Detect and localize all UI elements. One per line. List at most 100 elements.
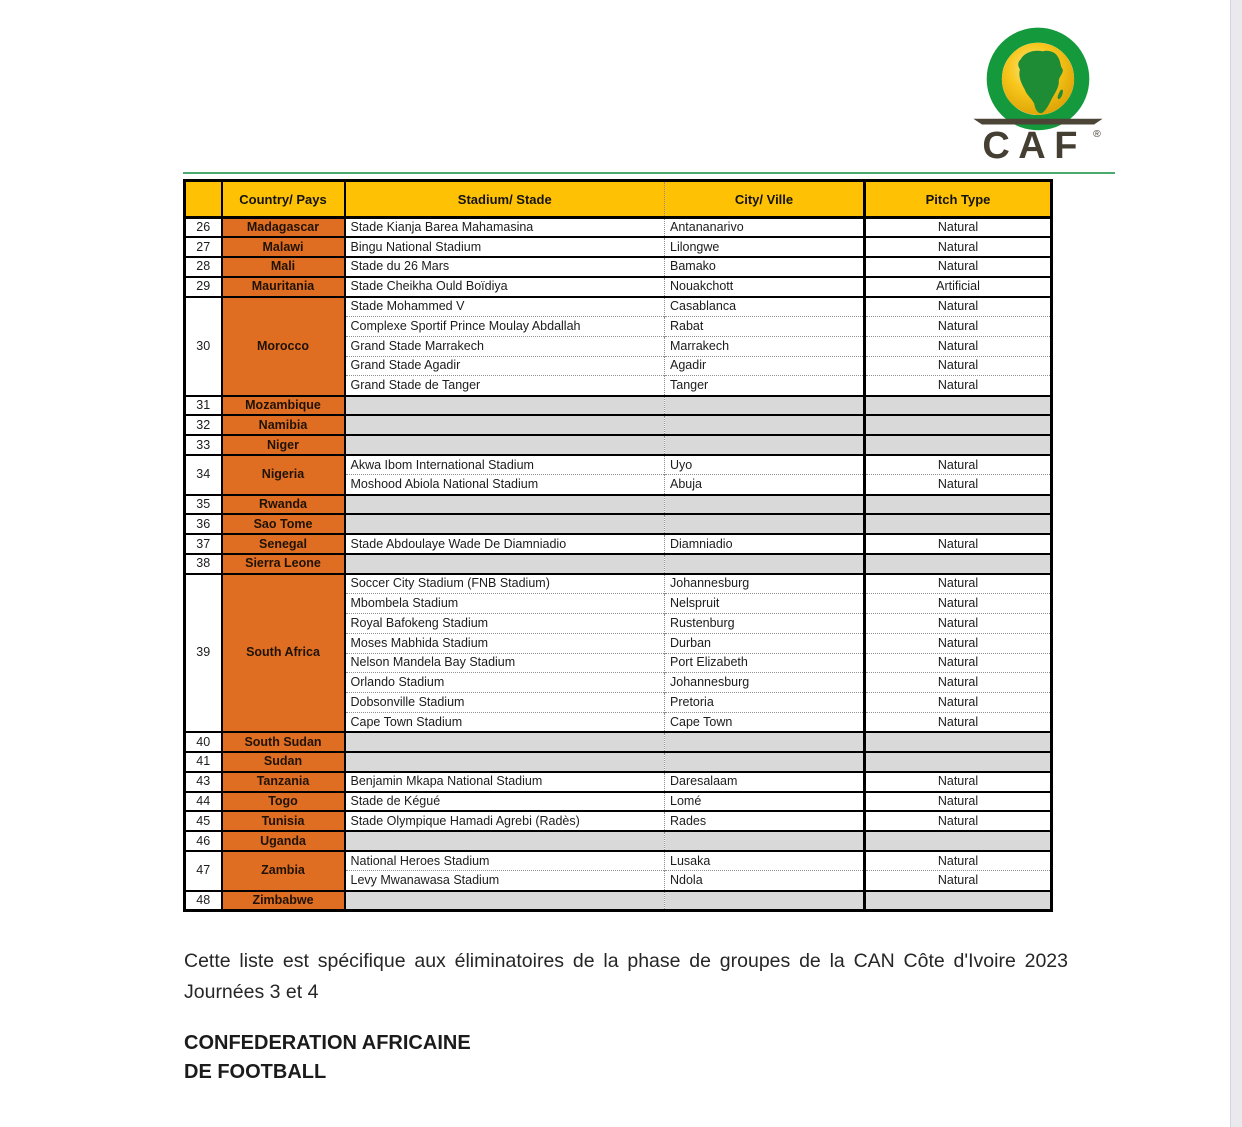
city-cell: Ndola	[664, 870, 866, 891]
pitch-cell	[864, 830, 1052, 851]
table-header-row: Country/ Pays Stadium/ Stade City/ Ville…	[184, 180, 1052, 219]
row-number-cell: 38	[184, 553, 223, 574]
table-row: 48 Zimbabwe	[184, 889, 1052, 911]
table-row: Dobsonville Stadium Pretoria Natural	[185, 692, 1052, 713]
stadium-cell: Mbombela Stadium	[344, 593, 665, 614]
country-cell: Namibia	[221, 414, 346, 436]
city-cell: Marrakech	[664, 335, 866, 357]
footnote-text: Cette liste est spécifique aux éliminato…	[184, 950, 1068, 1003]
stadium-cell: Benjamin Mkapa National Stadium	[344, 770, 665, 792]
stadium-cell	[344, 394, 665, 416]
table-row: 35 Rwanda	[184, 493, 1052, 515]
stadium-cell: Stade Cheikha Ould Boïdiya	[344, 275, 665, 297]
row-number-cell: 34	[184, 454, 223, 495]
country-cell: Rwanda	[221, 493, 346, 515]
table-row: Orlando Stadium Johannesburg Natural	[185, 672, 1052, 693]
country-cell: Nigeria	[221, 454, 346, 495]
country-cell: Senegal	[221, 533, 346, 555]
pitch-cell: Artificial	[864, 275, 1052, 297]
row-number-cell: 27	[184, 236, 223, 258]
madagascar-island	[1057, 89, 1063, 100]
city-cell: Lusaka	[664, 850, 866, 871]
africa-continent	[1018, 50, 1063, 114]
country-cell: Zambia	[221, 850, 346, 891]
city-cell: Casablanca	[664, 295, 866, 317]
caf-logo-text: CAF	[982, 125, 1086, 167]
city-cell: Rades	[664, 810, 866, 832]
header-country: Country/ Pays	[221, 180, 346, 219]
organization-name: CONFEDERATION AFRICAINE DE FOOTBALL	[184, 1029, 471, 1087]
header-stadium: Stadium/ Stade	[344, 180, 665, 219]
city-cell: Uyo	[664, 454, 866, 475]
city-cell: Tanger	[664, 375, 866, 396]
row-number-cell: 40	[184, 731, 223, 753]
table-row: Royal Bafokeng Stadium Rustenburg Natural	[185, 612, 1052, 634]
city-cell: Agadir	[664, 355, 866, 376]
country-cell: Tunisia	[221, 810, 346, 832]
city-cell: Durban	[664, 632, 866, 654]
city-cell	[664, 731, 866, 753]
pitch-cell	[864, 493, 1052, 515]
table-row: 46 Uganda	[184, 830, 1052, 851]
caf-logo: CAF ®	[907, 0, 1169, 210]
stadium-cell	[344, 830, 665, 851]
city-cell	[664, 751, 866, 772]
stadium-cell	[344, 553, 665, 574]
table-row: 29 Mauritania Stade Cheikha Ould Boïdiya No…	[184, 275, 1052, 297]
table-body: 26 Madagascar Stade Kianja Barea Mahamasin…	[184, 216, 1052, 911]
table-row: 37 Senegal Stade Abdoulaye Wade De Diamnia…	[184, 533, 1052, 555]
row-number-cell: 29	[184, 275, 223, 297]
city-cell	[664, 493, 866, 515]
table-row: 36 Sao Tome	[184, 513, 1052, 535]
pitch-cell: Natural	[864, 474, 1052, 495]
logo-base-bar	[973, 118, 1103, 125]
pitch-cell	[864, 889, 1052, 911]
city-cell: Daresalaam	[664, 770, 866, 792]
city-cell	[664, 830, 866, 851]
country-cell: South Sudan	[221, 731, 346, 753]
city-cell	[664, 434, 866, 456]
row-number-cell: 32	[184, 414, 223, 436]
pitch-cell: Natural	[864, 593, 1052, 614]
country-cell: Sao Tome	[221, 513, 346, 535]
country-cell: Sierra Leone	[221, 553, 346, 574]
pitch-cell: Natural	[864, 295, 1052, 317]
row-number-cell: 36	[184, 513, 223, 535]
city-cell: Rabat	[664, 315, 866, 337]
table-row: 27 Malawi Bingu National Stadium Lilongwe Na…	[184, 236, 1052, 258]
city-cell: Pretoria	[664, 692, 866, 713]
pitch-cell: Natural	[864, 236, 1052, 258]
pitch-cell: Natural	[864, 454, 1052, 475]
scrollbar[interactable]	[1230, 0, 1242, 1127]
stadium-cell: Royal Bafokeng Stadium	[344, 612, 665, 634]
table-row: Complexe Sportif Prince Moulay Abdallah R…	[185, 315, 1052, 337]
pitch-cell: Natural	[864, 711, 1052, 733]
country-cell: Togo	[221, 790, 346, 812]
stadium-cell: Soccer City Stadium (FNB Stadium)	[344, 572, 665, 594]
row-number-cell: 47	[184, 850, 223, 891]
stadium-cell: Stade de Kégué	[344, 790, 665, 812]
table-row: 47 Zambia National Heroes Stadium Lusaka Nat…	[184, 850, 1052, 891]
city-cell: Nouakchott	[664, 275, 866, 297]
city-cell: Johannesburg	[664, 572, 866, 594]
country-cell: Uganda	[221, 830, 346, 851]
table-row: Grand Stade de Tanger Tanger Natural	[185, 375, 1052, 396]
stadium-cell	[344, 751, 665, 772]
stadium-cell	[344, 731, 665, 753]
pitch-cell: Natural	[864, 335, 1052, 357]
stadium-cell: Bingu National Stadium	[344, 236, 665, 258]
city-cell: Port Elizabeth	[664, 652, 866, 673]
country-cell: Sudan	[221, 751, 346, 772]
table-row: Levy Mwanawasa Stadium Ndola Natural	[185, 870, 1052, 891]
stadiums-table: Country/ Pays Stadium/ Stade City/ Ville…	[183, 179, 1053, 912]
row-number-cell: 48	[184, 889, 223, 911]
stadium-cell: Stade Mohammed V	[344, 295, 665, 317]
pitch-cell: Natural	[864, 692, 1052, 713]
pitch-cell	[864, 751, 1052, 772]
pitch-cell: Natural	[864, 850, 1052, 871]
country-cell: South Africa	[221, 572, 346, 733]
green-divider-line	[183, 172, 1115, 174]
stadium-cell: Grand Stade de Tanger	[344, 375, 665, 396]
city-cell	[664, 513, 866, 535]
stadium-cell: National Heroes Stadium	[344, 850, 665, 871]
